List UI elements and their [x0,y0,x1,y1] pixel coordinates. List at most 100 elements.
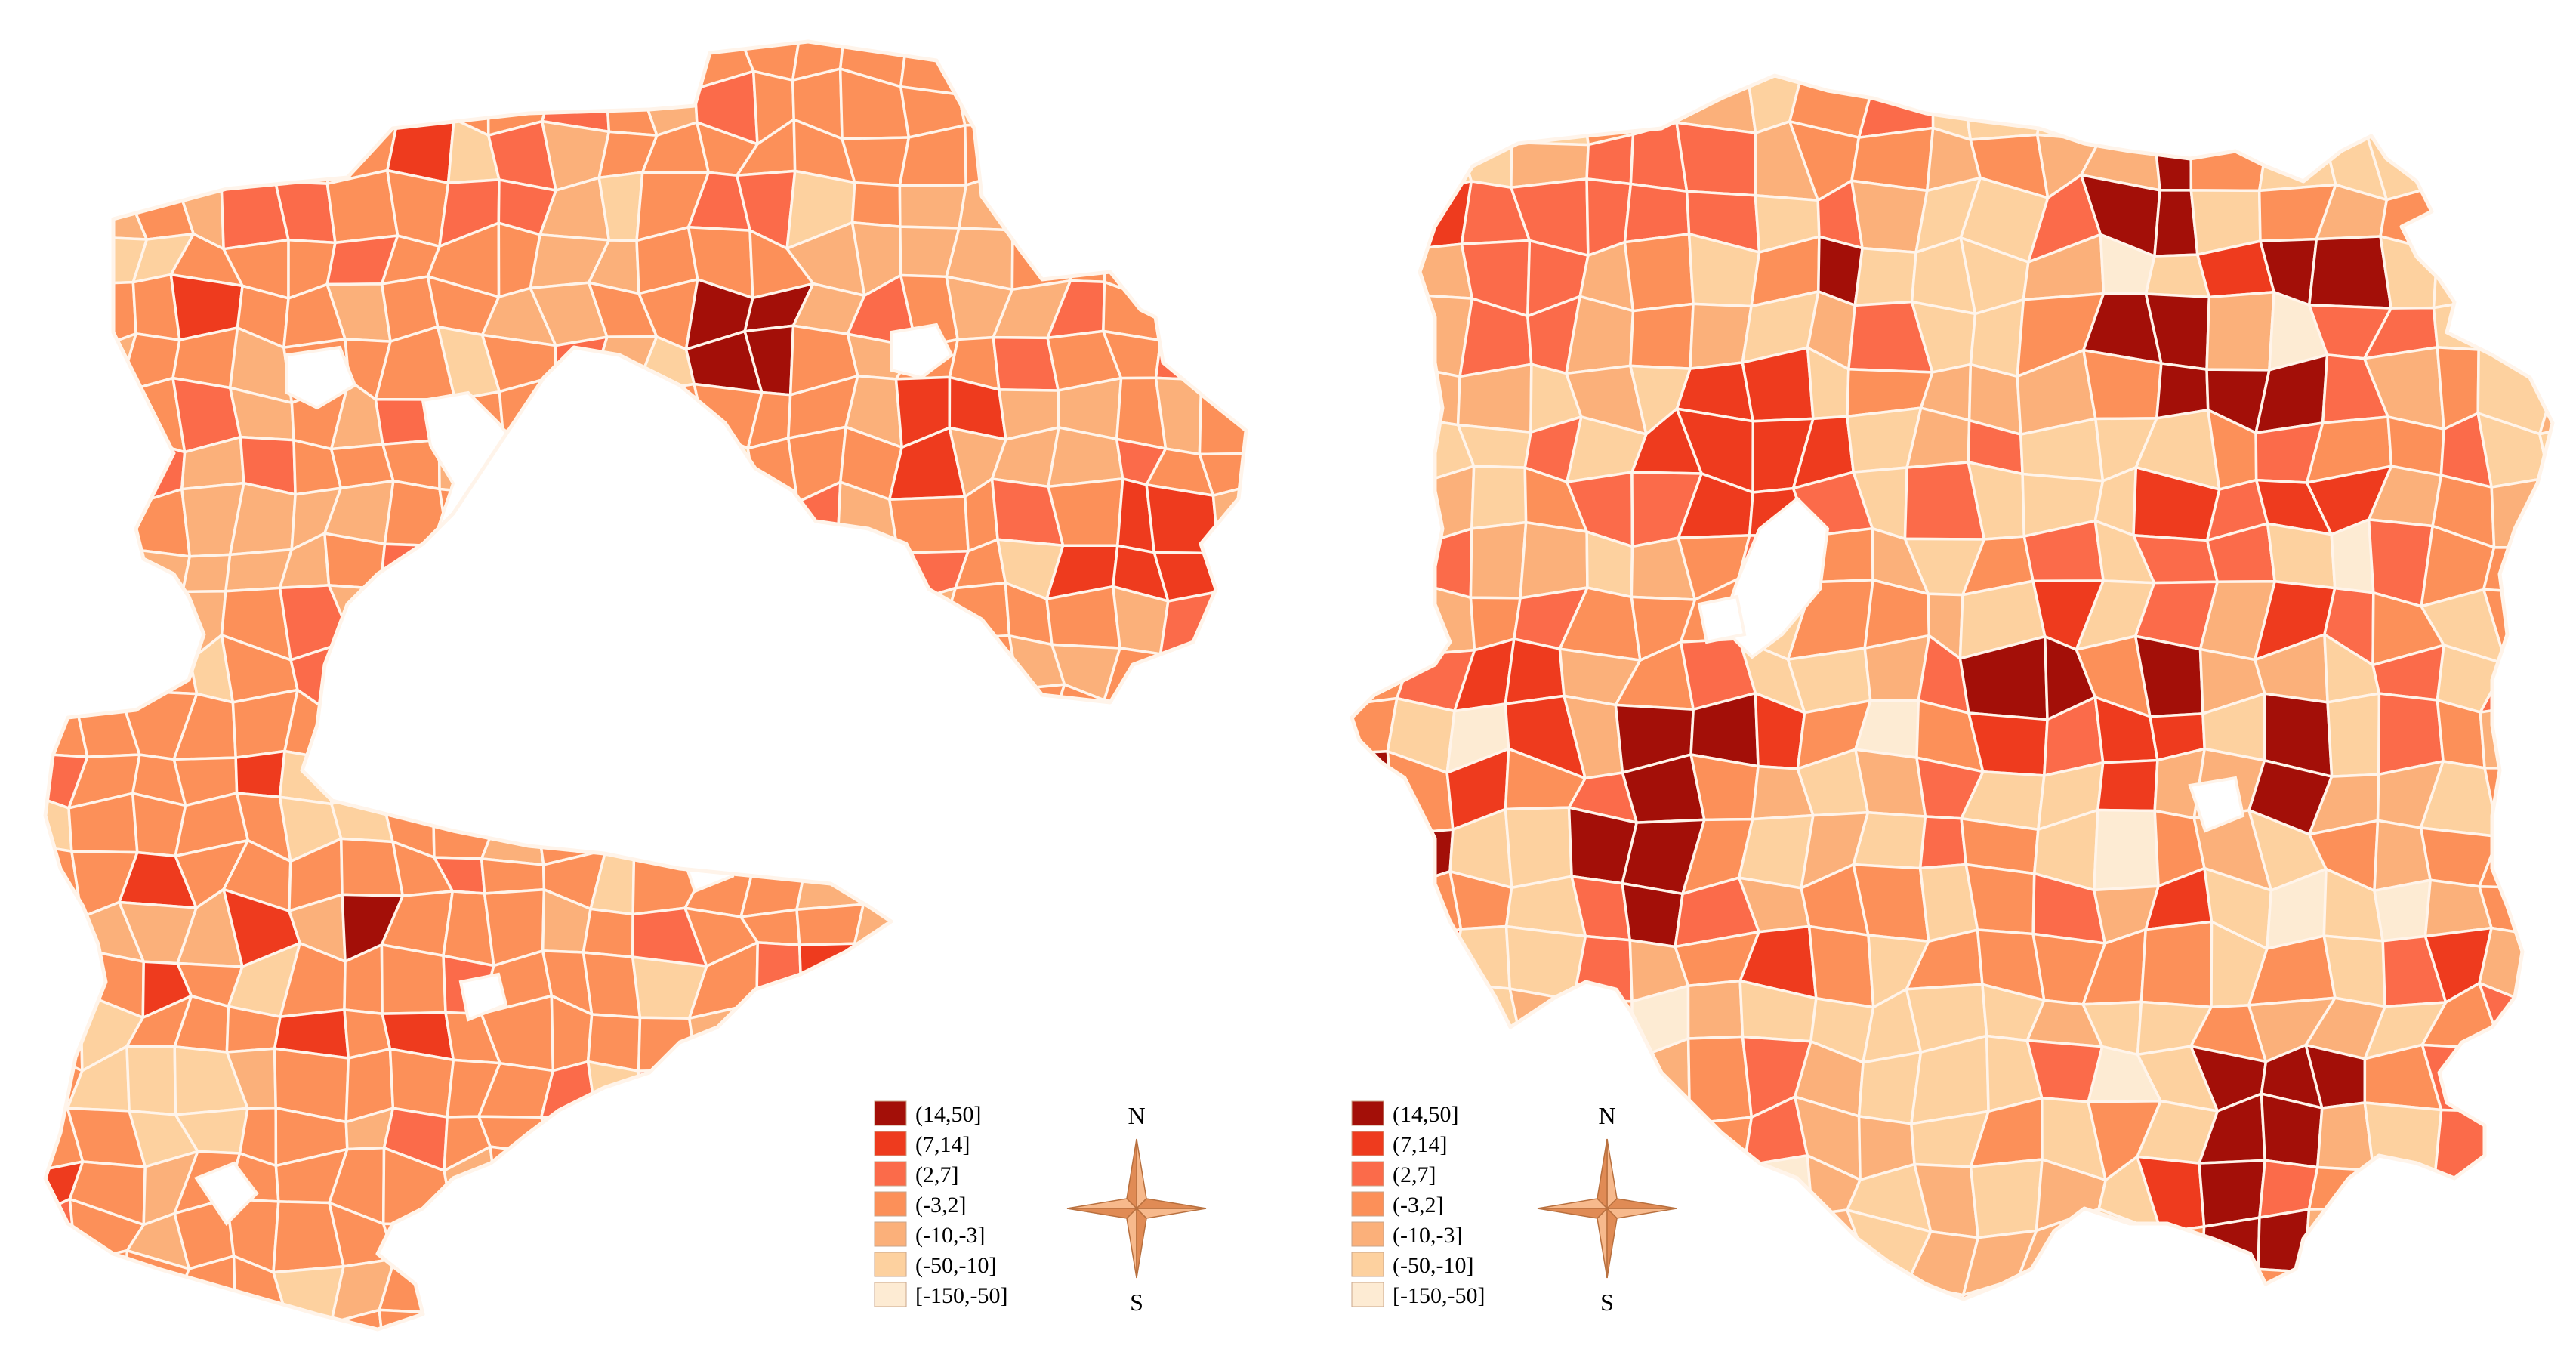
county-region [853,894,915,965]
county-region [79,78,145,147]
county-region [2422,1209,2504,1298]
county-region [590,1248,662,1316]
county-region [836,537,899,609]
county-region [583,582,658,657]
county-region [636,696,697,751]
county-region [1807,924,1875,1009]
county-region [1267,547,1314,603]
legend-swatch [1351,1221,1384,1247]
legend-label: (-10,-3] [1393,1223,1462,1248]
county-region [1211,890,1246,970]
county-region [2016,1277,2096,1299]
county-region [1470,465,1528,530]
county-region [378,1308,441,1329]
county-region [1640,1291,1684,1299]
county-region [1217,548,1246,599]
county-region [1861,1270,1918,1299]
county-region [2439,131,2488,205]
county-region [281,79,337,140]
county-region [1507,1276,1574,1299]
county-region [123,1301,188,1329]
county-region [122,42,187,88]
county-region [1256,1256,1314,1312]
county-region [427,634,506,702]
county-region [1200,73,1246,134]
county-region [437,1258,500,1325]
map-left-gap [890,323,954,380]
county-region [2307,235,2392,310]
county-region [584,547,651,592]
county-region [751,1249,797,1306]
county-region [1352,76,1415,125]
county-region [1629,302,1695,370]
county-region [73,1307,135,1329]
county-region [480,694,550,763]
county-region [795,903,865,946]
county-region [939,634,1020,705]
county-region [554,335,609,395]
map-left [43,39,1314,1332]
legend-swatch [1351,1161,1384,1187]
county-region [45,949,89,1021]
county-region [328,753,385,806]
county-region [2477,293,2553,356]
county-region [1094,888,1174,965]
county-region [1352,361,1397,418]
legend-label: (7,14] [1393,1132,1447,1157]
county-region [2549,186,2553,253]
legend-label: (14,50] [1393,1102,1458,1127]
county-region [172,126,224,190]
county-region [2547,474,2553,549]
county-region [284,42,340,85]
county-region [1042,747,1106,795]
county-region [800,1001,863,1065]
county-region [1258,327,1314,385]
county-region [378,736,444,796]
county-region [1249,860,1314,911]
county-region [1387,76,1470,138]
county-region [902,1302,965,1329]
county-region [995,912,1061,951]
county-region [1208,183,1246,248]
county-region [381,1222,455,1261]
county-region [1150,1312,1217,1329]
county-region [843,804,912,864]
county-region [639,539,700,592]
county-region [1146,998,1214,1059]
county-region [1352,832,1409,887]
county-region [375,650,437,708]
county-region [942,995,995,1069]
county-region [2478,981,2553,1059]
county-region [1047,888,1115,950]
legend-swatch [1351,1100,1384,1126]
county-region [1099,998,1166,1066]
county-region [1352,925,1399,1007]
legend-item: (7,14] [874,1131,970,1157]
county-region [2093,808,2160,892]
county-region [488,1321,559,1329]
county-region [647,582,708,657]
county-region [2548,1216,2553,1291]
county-region [1456,363,1533,434]
legend-swatch [874,1131,907,1156]
map-left-gap [406,738,455,788]
county-region [944,737,1000,803]
county-region [638,746,713,814]
county-region [117,651,199,696]
county-region [1163,131,1226,197]
map-left-border [43,39,1248,1332]
county-region [964,122,1017,187]
county-region [2543,937,2553,1011]
county-region [45,141,97,178]
county-region [991,1094,1063,1175]
county-region [2326,692,2381,778]
county-region [908,737,952,814]
county-region [439,545,501,602]
county-region [45,374,83,437]
county-region [996,1212,1060,1275]
county-region [1146,1255,1217,1329]
county-region [692,537,754,607]
legend-item: [-150,-50] [874,1282,1007,1308]
compass-south-label: S [1130,1289,1143,1316]
